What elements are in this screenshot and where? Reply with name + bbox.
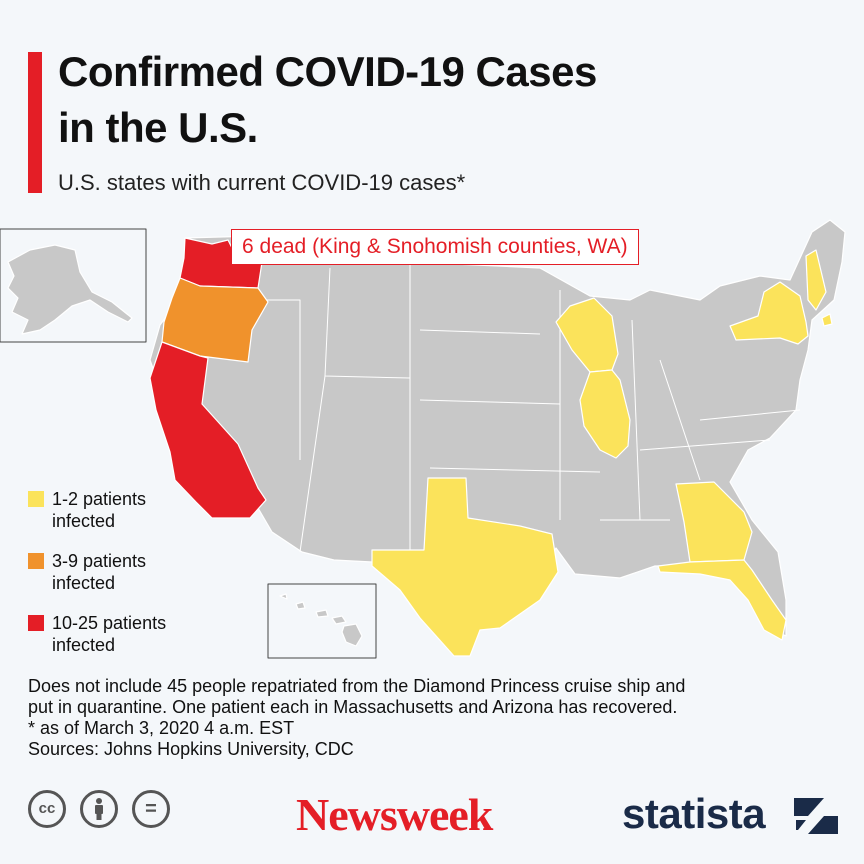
note-line: Sources: Johns Hopkins University, CDC	[28, 739, 354, 759]
state-wisconsin	[555, 297, 619, 373]
accent-bar	[28, 52, 42, 193]
legend-label-line: 3-9 patients	[52, 551, 147, 571]
note-line: Does not include 45 people repatriated f…	[28, 676, 686, 696]
legend-swatch	[28, 553, 44, 569]
attribution-icon	[80, 790, 118, 828]
state-georgia	[675, 481, 753, 563]
legend-swatch	[28, 491, 44, 507]
state-hawaii	[279, 593, 363, 647]
washington-callout: 6 dead (King & Snohomish counties, WA)	[231, 229, 639, 265]
note-line: * as of March 3, 2020 4 a.m. EST	[28, 718, 295, 738]
alaska-inset-frame	[0, 228, 147, 343]
state-texas	[371, 477, 559, 657]
legend-label-line: infected	[52, 635, 116, 655]
note-line: put in quarantine. One patient each in M…	[28, 697, 678, 717]
footer: cc = Newsweek statista	[0, 789, 864, 864]
footnotes: Does not include 45 people repatriated f…	[28, 676, 848, 760]
legend-label-line: infected	[52, 511, 116, 531]
newsweek-logo: Newsweek	[296, 789, 493, 840]
legend-label-line: 1-2 patients	[52, 489, 147, 509]
state-new-york	[729, 281, 809, 345]
cc-icon: cc	[28, 790, 66, 828]
legend-label: 1-2 patients infected	[52, 488, 232, 532]
state-washington	[179, 237, 263, 289]
state-california	[149, 341, 267, 519]
state-illinois	[579, 369, 631, 459]
state-rhode-island	[821, 313, 833, 327]
state-new-hampshire	[805, 249, 827, 311]
statista-mark-icon	[794, 798, 838, 834]
no-derivatives-icon: =	[132, 790, 170, 828]
title-line-1: Confirmed COVID-19 Cases	[58, 48, 597, 95]
state-oregon	[161, 277, 269, 363]
state-alaska	[7, 244, 133, 335]
legend-swatch	[28, 615, 44, 631]
title-line-2: in the U.S.	[58, 104, 258, 151]
legend-label-line: 10-25 patients	[52, 613, 167, 633]
page-title: Confirmed COVID-19 Cases in the U.S.	[58, 44, 778, 156]
subtitle: U.S. states with current COVID-19 cases*	[58, 170, 466, 195]
legend-label: 10-25 patients infected	[52, 612, 232, 656]
legend-label-line: infected	[52, 573, 116, 593]
state-florida	[657, 559, 787, 641]
legend-label: 3-9 patients infected	[52, 550, 232, 594]
hawaii-inset-frame	[267, 583, 377, 659]
statista-logo: statista	[622, 790, 766, 837]
us-map	[0, 219, 846, 659]
